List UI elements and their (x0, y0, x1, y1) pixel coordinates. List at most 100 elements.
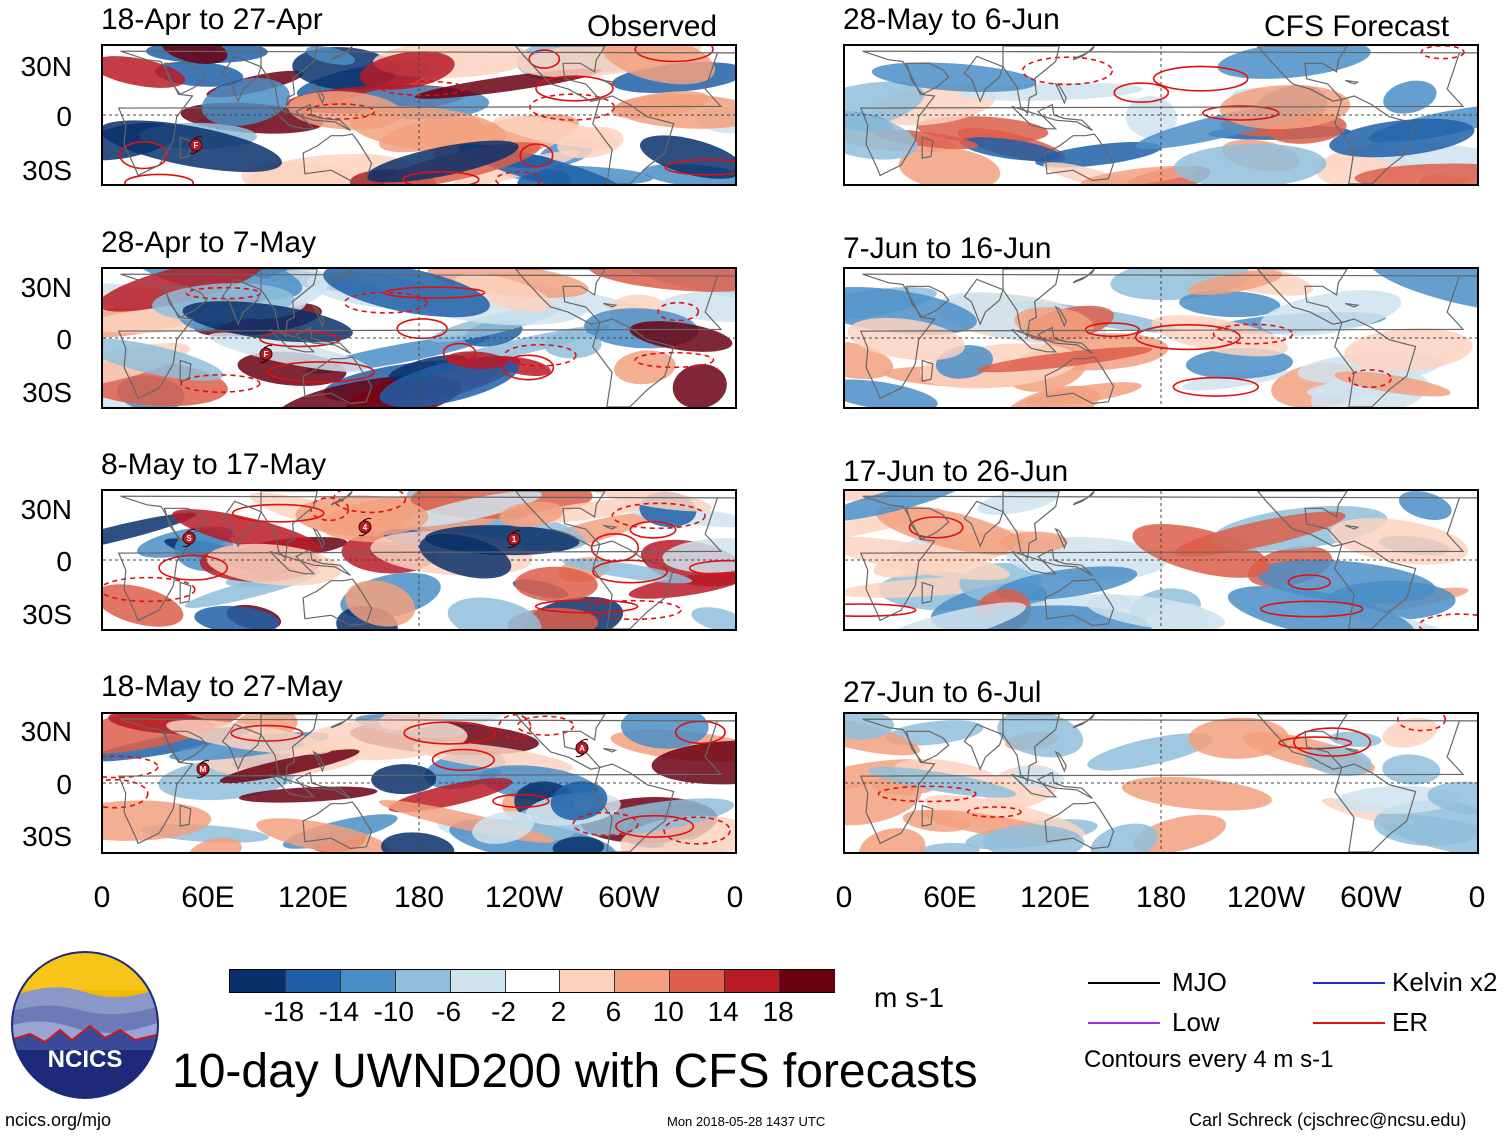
coastline (269, 771, 351, 800)
coastline (1002, 714, 1060, 783)
coastline (260, 269, 318, 338)
cyclone-label: M (200, 765, 207, 774)
anomaly-patch (499, 501, 564, 528)
coastline (312, 82, 325, 105)
anomaly-patch (629, 321, 733, 352)
coastline (221, 723, 262, 771)
coastline (1256, 269, 1348, 325)
anomaly-patch (557, 126, 624, 159)
anomaly-patch (620, 714, 709, 749)
anomaly-patch (999, 531, 1068, 554)
anomaly-patch (1121, 776, 1273, 811)
er-contour (306, 103, 376, 120)
map-panel-forecast-1 (843, 44, 1479, 186)
anomaly-patch (1174, 511, 1346, 557)
coastline (921, 581, 934, 604)
coastline (1334, 540, 1417, 629)
er-contour (1418, 613, 1477, 629)
lat-label-eq: 0 (56, 324, 72, 355)
lon-label-180: 180 (393, 881, 445, 914)
anomaly-patch (919, 842, 980, 852)
er-contour (1021, 56, 1113, 86)
anomaly-patch (552, 836, 605, 852)
anomaly-patch (1344, 328, 1473, 372)
anomaly-patch (845, 379, 938, 407)
coastline (603, 747, 618, 753)
anomaly-patch (381, 832, 455, 852)
coastline (1072, 46, 1095, 61)
coastline (221, 278, 262, 326)
contour-note: Contours every 4 m s-1 (1084, 1046, 1334, 1073)
anomaly-patch (371, 764, 437, 795)
anomaly-patch (614, 350, 676, 385)
anomaly-patch (219, 749, 360, 784)
coastline (905, 507, 950, 541)
coastline (1345, 524, 1360, 530)
anomaly-patch (306, 46, 356, 66)
wind-anomaly-field (103, 269, 735, 407)
coastline (260, 46, 318, 115)
map-panel-forecast-3 (843, 489, 1479, 631)
footer-credit: Carl Schreck (cjschrec@ncsu.edu) (1189, 1110, 1467, 1130)
anomaly-patch (1382, 754, 1441, 785)
colorbar-swatch (449, 970, 507, 992)
coastline (312, 750, 325, 773)
coastline (302, 801, 373, 850)
anomaly-patch (977, 346, 1153, 373)
coastline (260, 714, 318, 783)
lon-label-180: 180 (1135, 881, 1187, 914)
legend-kelvin-line (1313, 982, 1385, 984)
coastline (1345, 747, 1360, 753)
coastline (117, 495, 735, 622)
anomaly-patch (588, 269, 735, 292)
anomaly-patch (1354, 163, 1477, 184)
coastline (603, 79, 618, 85)
lon-label-120w: 120W (484, 881, 564, 914)
colorbar-swatch (779, 970, 836, 992)
er-contour (1134, 323, 1241, 351)
panel-title-fcst-4: 27-Jun to 6-Jul (843, 676, 1042, 709)
coastline (1011, 103, 1093, 132)
coastline (1011, 548, 1093, 577)
anomaly-patch (379, 357, 519, 407)
coastline (330, 714, 353, 729)
coastline (302, 356, 373, 405)
coastline (859, 495, 1477, 622)
coastline (592, 763, 675, 852)
coastline (117, 273, 735, 400)
anomaly-patch (1188, 717, 1289, 759)
cyclone-marker-icon: F (189, 135, 203, 155)
cyclone-label: S (186, 534, 192, 543)
er-contour (403, 721, 497, 745)
lat-label-eq: 0 (56, 101, 72, 132)
coastline (963, 278, 1004, 326)
er-contour (1348, 369, 1392, 389)
colorbar-swatch (614, 970, 671, 992)
er-contour (534, 599, 639, 614)
er-contour (519, 143, 554, 168)
map-panel-observed-1: F (101, 44, 737, 186)
coastline (1011, 771, 1093, 800)
anomaly-patch (1179, 290, 1281, 318)
lon-label-0-end: 0 (726, 881, 744, 914)
coastline (117, 50, 735, 177)
anomaly-patch (103, 56, 186, 88)
anomaly-patch (1080, 165, 1198, 184)
er-contour (1113, 82, 1170, 103)
er-contour (1172, 376, 1259, 397)
coastline (312, 527, 325, 550)
anomaly-patch (1256, 559, 1436, 604)
anomaly-patch (446, 351, 507, 369)
colorbar-tick-label: 18 (762, 996, 794, 1027)
coastline (963, 500, 1004, 548)
footer-url[interactable]: ncics.org/mjo (5, 1110, 112, 1130)
anomaly-patch (544, 331, 602, 359)
coastline (117, 718, 735, 845)
anomaly-patch (959, 137, 1060, 161)
coastlines (117, 269, 735, 407)
anomaly-patch (345, 580, 416, 627)
er-contour (629, 520, 677, 539)
anomaly-patch (572, 798, 735, 836)
er-contour (1084, 322, 1140, 338)
anomaly-patch (295, 495, 429, 537)
